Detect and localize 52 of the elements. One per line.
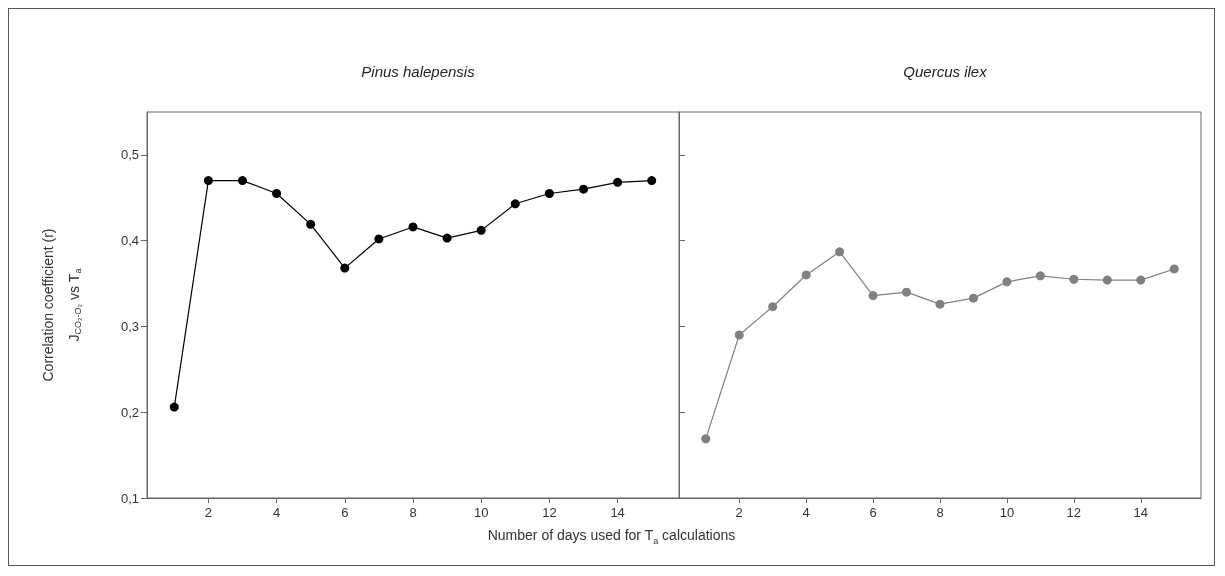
point [902, 287, 912, 297]
point [408, 222, 418, 232]
point [801, 270, 811, 280]
point [510, 199, 520, 209]
point [306, 219, 316, 229]
point [1002, 277, 1012, 287]
point [340, 263, 350, 273]
chart-title: Pinus halepensis [361, 63, 476, 80]
y-tick-label: 0,5 [120, 147, 139, 163]
x-tick-label: 6 [341, 505, 349, 520]
point [476, 225, 486, 235]
point [835, 247, 845, 257]
x-tick-label: 2 [204, 505, 212, 520]
x-tick-label: 10 [999, 505, 1015, 520]
x-tick-label: 4 [802, 505, 810, 520]
point [613, 177, 623, 187]
x-tick-label: 4 [272, 505, 281, 520]
point [768, 302, 778, 312]
point [701, 434, 711, 444]
point [734, 330, 744, 340]
point [238, 176, 247, 186]
x-tick-label: 2 [735, 505, 743, 520]
x-tick-label: 12 [542, 505, 557, 520]
point [442, 233, 452, 243]
point [1069, 274, 1079, 284]
point [374, 234, 384, 244]
x-tick-label: 14 [1133, 505, 1148, 520]
x-tick-label: 14 [610, 505, 625, 520]
x-tick-label: 12 [1066, 505, 1082, 520]
point [544, 188, 554, 198]
y-tick-label: 0,2 [120, 404, 139, 420]
x-tick-label: 10 [473, 505, 489, 520]
point [868, 291, 878, 301]
point [579, 184, 589, 194]
y-tick-label: 0,1 [120, 490, 139, 506]
x-tick-label: 8 [936, 505, 944, 520]
point [1169, 264, 1179, 274]
point [647, 176, 657, 186]
point [1102, 275, 1112, 285]
chart-title: Quercus ilex [903, 63, 988, 80]
point [169, 402, 179, 412]
point [968, 293, 978, 303]
point [935, 299, 945, 309]
point [203, 176, 213, 186]
x-tick-label: 6 [869, 505, 877, 520]
point [1035, 271, 1045, 281]
y-tick-label: 0,4 [120, 233, 139, 249]
x-axis-title: Number of days used for T$_{a}$ calculations [486, 527, 737, 546]
y-tick-label: 0,3 [120, 318, 139, 334]
point [1136, 275, 1146, 285]
point [272, 188, 282, 198]
x-tick-label: 8 [409, 505, 417, 520]
